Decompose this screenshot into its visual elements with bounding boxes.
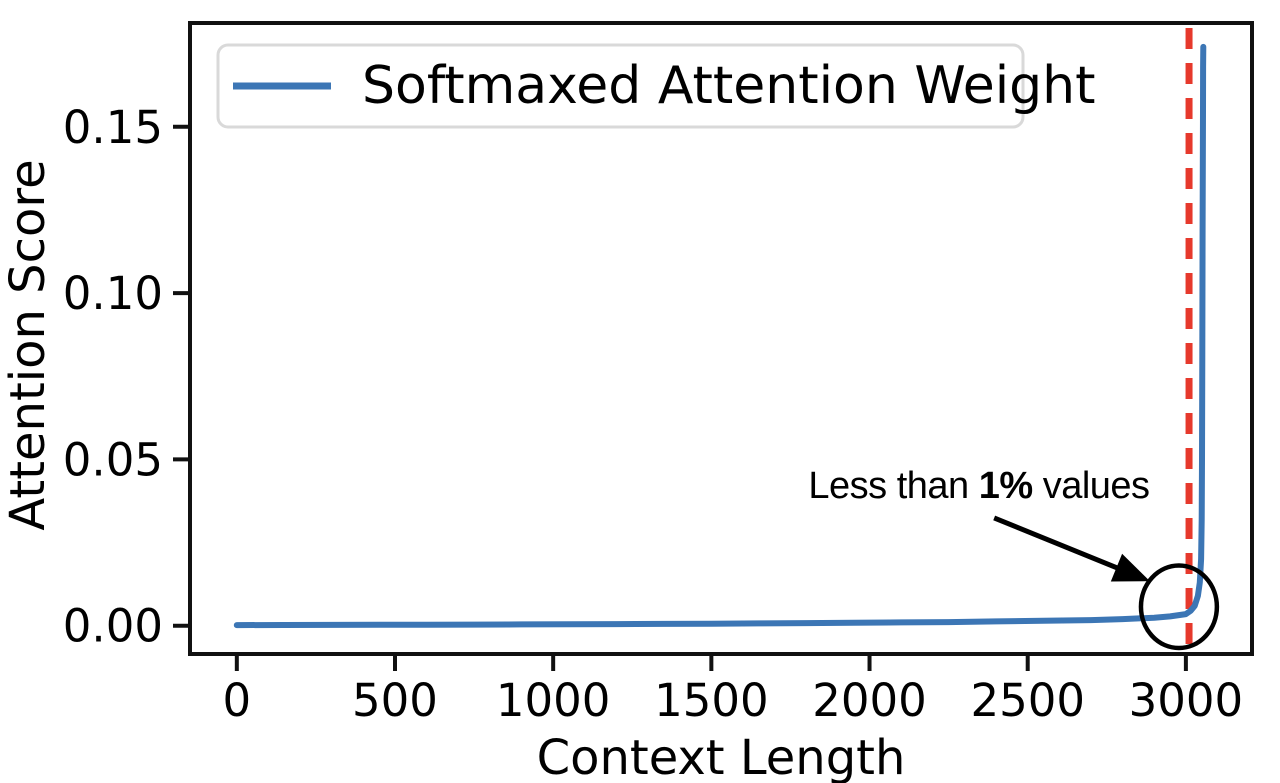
x-tick-label: 2500: [970, 674, 1085, 727]
legend-label: Softmaxed Attention Weight: [362, 56, 1096, 116]
highlight-circle: [1138, 563, 1220, 651]
annotation-arrow-shaft: [993, 515, 1131, 576]
x-tick-label: 1500: [654, 674, 769, 727]
series-layer: [233, 28, 1207, 651]
y-axis-label: Attention Score: [0, 159, 56, 530]
attention-series-line: [233, 43, 1207, 629]
annotation-text: Less than 1% values: [808, 465, 1149, 507]
x-tick-label: 2000: [812, 674, 927, 727]
y-tick-label: 0.15: [63, 101, 163, 154]
y-tick-label: 0.05: [63, 433, 163, 486]
x-axis-label: Context Length: [537, 730, 906, 783]
axes-layer: 0 500 1000 1500 2000 2500 3000 0.00 0.05 0.10 0.15…: [0, 21, 1254, 783]
legend-box: [216, 43, 1025, 129]
x-tick-label: 1000: [496, 674, 611, 727]
y-tick-label: 0.00: [63, 600, 163, 653]
legend-layer: Softmaxed Attention Weight: [216, 43, 1096, 129]
x-tick-label: 0: [223, 674, 252, 727]
x-tick-label: 500: [352, 674, 438, 727]
plot-frame: [188, 21, 1254, 656]
y-tick-label: 0.10: [63, 267, 163, 320]
annotation-layer: Less than 1% values: [808, 465, 1220, 651]
annotation-arrow-head: [1110, 553, 1150, 582]
x-tick-label: 3000: [1129, 674, 1244, 727]
